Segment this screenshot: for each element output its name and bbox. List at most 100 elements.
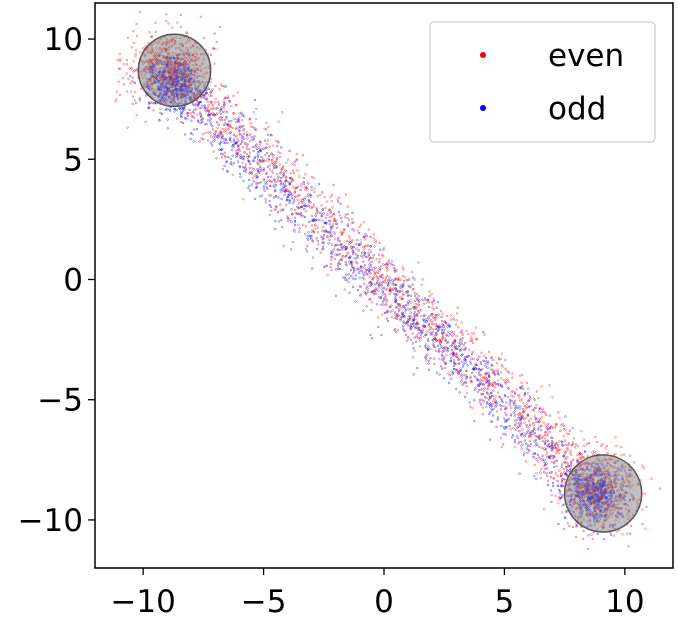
point-odd — [231, 144, 235, 147]
point-odd — [247, 160, 251, 163]
point-even — [329, 210, 332, 213]
point-odd — [462, 363, 465, 366]
point-odd — [435, 339, 439, 342]
point-even — [281, 111, 284, 114]
point-even — [287, 180, 290, 184]
point-odd — [508, 401, 512, 404]
point-even — [371, 256, 375, 260]
point-odd — [435, 371, 438, 374]
point-even — [302, 201, 305, 204]
point-even — [242, 135, 245, 139]
point-even — [243, 151, 246, 154]
point-odd — [339, 202, 342, 206]
point-odd — [426, 338, 430, 341]
point-even — [225, 96, 228, 100]
point-even — [267, 159, 271, 162]
point-even — [127, 77, 130, 80]
point-odd — [350, 274, 353, 278]
point-even — [279, 155, 282, 159]
point-even — [576, 453, 579, 456]
point-even — [518, 415, 521, 418]
point-even — [483, 354, 486, 357]
point-odd — [352, 277, 355, 280]
point-odd — [504, 382, 507, 385]
point-even — [580, 430, 583, 433]
point-even — [226, 95, 229, 98]
point-even — [429, 347, 432, 350]
point-even — [299, 199, 302, 202]
point-even — [324, 206, 327, 210]
point-even — [586, 547, 590, 551]
point-odd — [279, 176, 283, 180]
point-odd — [413, 294, 417, 297]
point-odd — [432, 357, 436, 360]
point-even — [391, 281, 394, 284]
point-even — [226, 132, 229, 135]
point-even — [293, 208, 297, 212]
point-even — [471, 338, 474, 341]
point-even — [400, 298, 403, 301]
point-odd — [197, 120, 200, 123]
point-odd — [351, 250, 355, 253]
point-odd — [252, 159, 256, 162]
point-even — [428, 318, 431, 321]
point-even — [583, 444, 586, 447]
point-even — [529, 442, 533, 446]
point-odd — [561, 440, 564, 444]
point-odd — [367, 269, 371, 272]
point-odd — [207, 109, 210, 112]
point-odd — [452, 364, 456, 368]
point-even — [209, 108, 213, 111]
point-even — [217, 100, 220, 103]
point-even — [384, 276, 388, 279]
point-even — [333, 219, 336, 222]
point-odd — [248, 184, 251, 187]
point-even — [211, 104, 215, 107]
point-even — [394, 327, 397, 331]
point-odd — [406, 321, 409, 324]
point-odd — [492, 389, 495, 392]
point-odd — [511, 433, 515, 437]
point-odd — [214, 84, 217, 88]
point-even — [629, 524, 633, 528]
point-odd — [384, 311, 387, 314]
point-odd — [247, 186, 250, 190]
point-odd — [238, 164, 241, 168]
point-even — [394, 306, 398, 310]
point-even — [381, 293, 384, 296]
point-odd — [277, 196, 280, 199]
point-even — [431, 328, 435, 331]
point-even — [347, 260, 351, 263]
point-even — [221, 84, 224, 88]
point-even — [259, 171, 262, 174]
point-odd — [502, 432, 505, 436]
point-odd — [436, 329, 440, 333]
point-even — [354, 260, 358, 263]
point-even — [122, 63, 126, 66]
point-odd — [274, 219, 277, 223]
point-odd — [531, 430, 534, 433]
point-even — [225, 117, 228, 120]
point-even — [363, 278, 366, 281]
point-odd — [517, 416, 520, 420]
point-even — [514, 422, 518, 425]
point-odd — [164, 108, 168, 112]
point-odd — [407, 324, 410, 327]
point-even — [243, 115, 246, 118]
point-even — [413, 278, 416, 281]
point-even — [315, 212, 318, 215]
point-even — [612, 534, 615, 537]
point-even — [407, 308, 410, 311]
point-odd — [402, 329, 406, 332]
point-even — [425, 354, 428, 357]
point-even — [390, 315, 393, 319]
point-even — [241, 113, 244, 116]
point-even — [366, 273, 369, 276]
point-even — [332, 217, 336, 220]
point-odd — [224, 141, 227, 145]
point-odd — [173, 107, 176, 111]
point-odd — [425, 359, 428, 362]
point-even — [375, 288, 379, 291]
point-even — [394, 314, 397, 317]
point-even — [378, 267, 382, 271]
